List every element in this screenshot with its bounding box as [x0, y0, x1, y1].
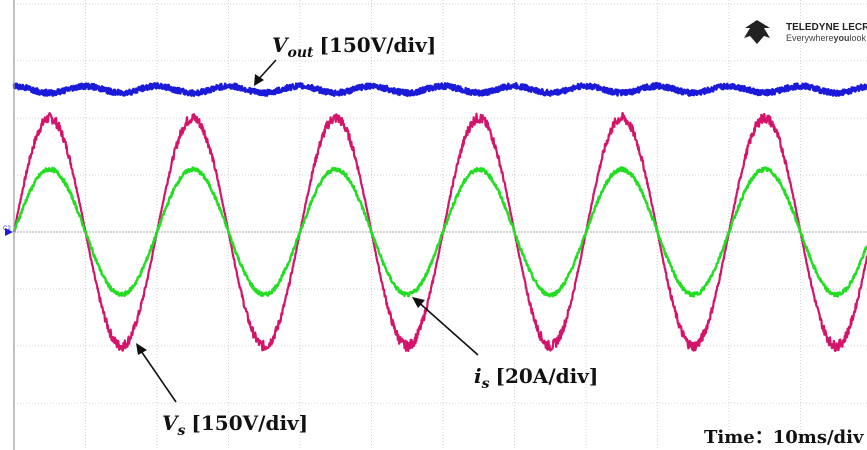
vout-annotation: Vout [150V/div]: [254, 33, 436, 86]
is-arrow: [415, 299, 479, 356]
is-annotation: is [20A/div]: [412, 297, 598, 392]
ground-marker-label: C2: [3, 226, 11, 232]
vs-arrow: [138, 347, 177, 403]
brand-tagline: Everywhereyoulook: [786, 33, 867, 43]
traces: [12, 81, 867, 353]
vs-label: Vs [150V/div]: [162, 411, 308, 439]
vout-label: Vout [150V/div]: [272, 33, 436, 61]
vs-annotation: Vs [150V/div]: [136, 343, 308, 439]
grid: [14, 0, 867, 450]
is-arrowhead: [412, 297, 425, 308]
vs-arrowhead: [136, 343, 147, 355]
is-trace: [12, 166, 867, 298]
is-label: is [20A/div]: [474, 364, 598, 392]
teledyne-logo: TELEDYNE LECROY Everywhereyoulook: [744, 20, 867, 44]
time-scale-label: Time：10ms/div: [704, 427, 864, 448]
teledyne-bird-icon: [744, 20, 770, 44]
vout-arrowhead: [254, 74, 264, 86]
ground-marker: C2: [3, 226, 13, 236]
brand-name: TELEDYNE LECROY: [786, 22, 867, 33]
vout-trace: [12, 81, 867, 98]
